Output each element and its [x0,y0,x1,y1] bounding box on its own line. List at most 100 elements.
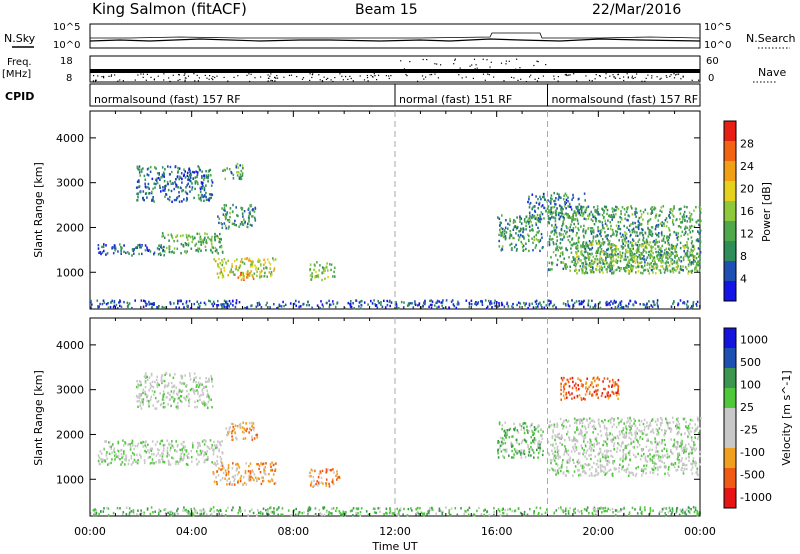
range-gate-cell [616,259,619,263]
range-gate-cell [564,203,567,206]
range-gate-cell [611,207,614,210]
range-gate-cell [113,304,116,308]
range-gate-cell [528,195,530,198]
range-gate-cell [147,192,150,195]
range-gate-cell [125,456,127,459]
range-gate-cell [251,215,253,218]
range-gate-cell [634,433,637,436]
range-gate-cell [656,241,658,244]
range-gate-cell [621,251,624,255]
range-gate-cell [422,305,424,308]
range-gate-cell [683,448,685,452]
range-gate-cell [534,217,537,220]
range-gate-cell [258,259,261,262]
range-gate-cell [663,222,665,225]
range-gate-cell [179,399,182,403]
range-gate-cell [592,262,594,266]
range-gate-cell [574,218,577,221]
range-gate-cell [155,378,158,381]
range-gate-cell [673,207,675,210]
range-gate-cell [572,227,575,230]
range-gate-cell [205,195,207,199]
range-gate-cell [105,302,108,306]
range-gate-cell [643,264,646,267]
range-gate-cell [609,227,612,231]
range-gate-cell [227,473,230,476]
range-gate-cell [616,206,618,209]
range-gate-cell [175,178,177,181]
range-gate-cell [551,459,553,462]
range-gate-cell [209,300,212,303]
range-gate-cell [210,250,212,253]
range-gate-cell [328,482,330,486]
range-gate-cell [134,444,137,448]
range-gate-cell [599,252,601,255]
range-gate-cell [271,273,273,277]
range-gate-cell [101,245,103,249]
range-gate-cell [224,209,226,212]
range-gate-cell [120,245,122,249]
range-gate-cell [235,224,237,227]
range-gate-cell [666,269,669,272]
range-gate-cell [537,219,540,223]
range-gate-cell [582,397,585,400]
range-gate-cell [115,303,118,307]
range-gate-cell [606,428,608,431]
range-gate-cell [671,209,674,213]
range-gate-cell [695,239,698,242]
range-gate-cell [497,456,500,459]
range-gate-cell [525,215,528,218]
range-gate-cell [511,449,513,453]
range-gate-cell [590,449,592,452]
range-gate-cell [635,301,637,304]
range-gate-cell [599,254,601,257]
nave-dot [260,76,262,78]
range-gate-cell [123,300,125,304]
range-gate-cell [453,304,456,308]
range-gate-cell [646,222,649,226]
range-gate-cell [533,235,536,239]
range-gate-cell [207,176,209,180]
nave-dot [184,73,186,75]
range-gate-cell [227,259,229,262]
range-gate-cell [231,475,234,479]
range-gate-cell [120,250,122,253]
range-gate-cell [647,253,650,257]
range-gate-cell [584,471,586,475]
range-gate-cell [688,255,690,259]
range-gate-cell [332,480,334,483]
range-gate-cell [219,479,222,482]
range-gate-cell [169,302,172,305]
range-gate-cell [691,305,694,309]
range-gate-cell [606,268,608,271]
range-gate-cell [610,267,613,271]
range-gate-cell [147,167,150,170]
range-gate-cell [654,263,657,266]
range-gate-cell [565,232,567,235]
range-gate-cell [223,266,225,270]
range-gate-cell [581,207,583,210]
range-gate-cell [225,227,228,230]
range-gate-cell [189,372,191,375]
range-gate-cell [522,228,525,231]
range-gate-cell [119,458,121,461]
range-gate-cell [189,172,192,175]
range-gate-cell [122,439,124,442]
range-gate-cell [313,263,316,266]
range-gate-cell [612,231,615,234]
range-gate-cell [692,262,695,265]
range-gate-cell [506,433,508,437]
range-gate-cell [568,205,571,208]
range-gate-cell [690,261,693,264]
range-gate-cell [169,463,172,466]
range-gate-cell [223,299,226,302]
range-gate-cell [502,442,504,445]
range-gate-cell [145,440,147,443]
range-gate-cell [262,479,265,483]
range-gate-cell [655,215,657,218]
range-gate-cell [270,465,272,469]
range-gate-cell [533,238,536,241]
range-gate-cell [537,456,539,459]
nave-dot [670,74,672,76]
range-gate-cell [578,257,580,261]
